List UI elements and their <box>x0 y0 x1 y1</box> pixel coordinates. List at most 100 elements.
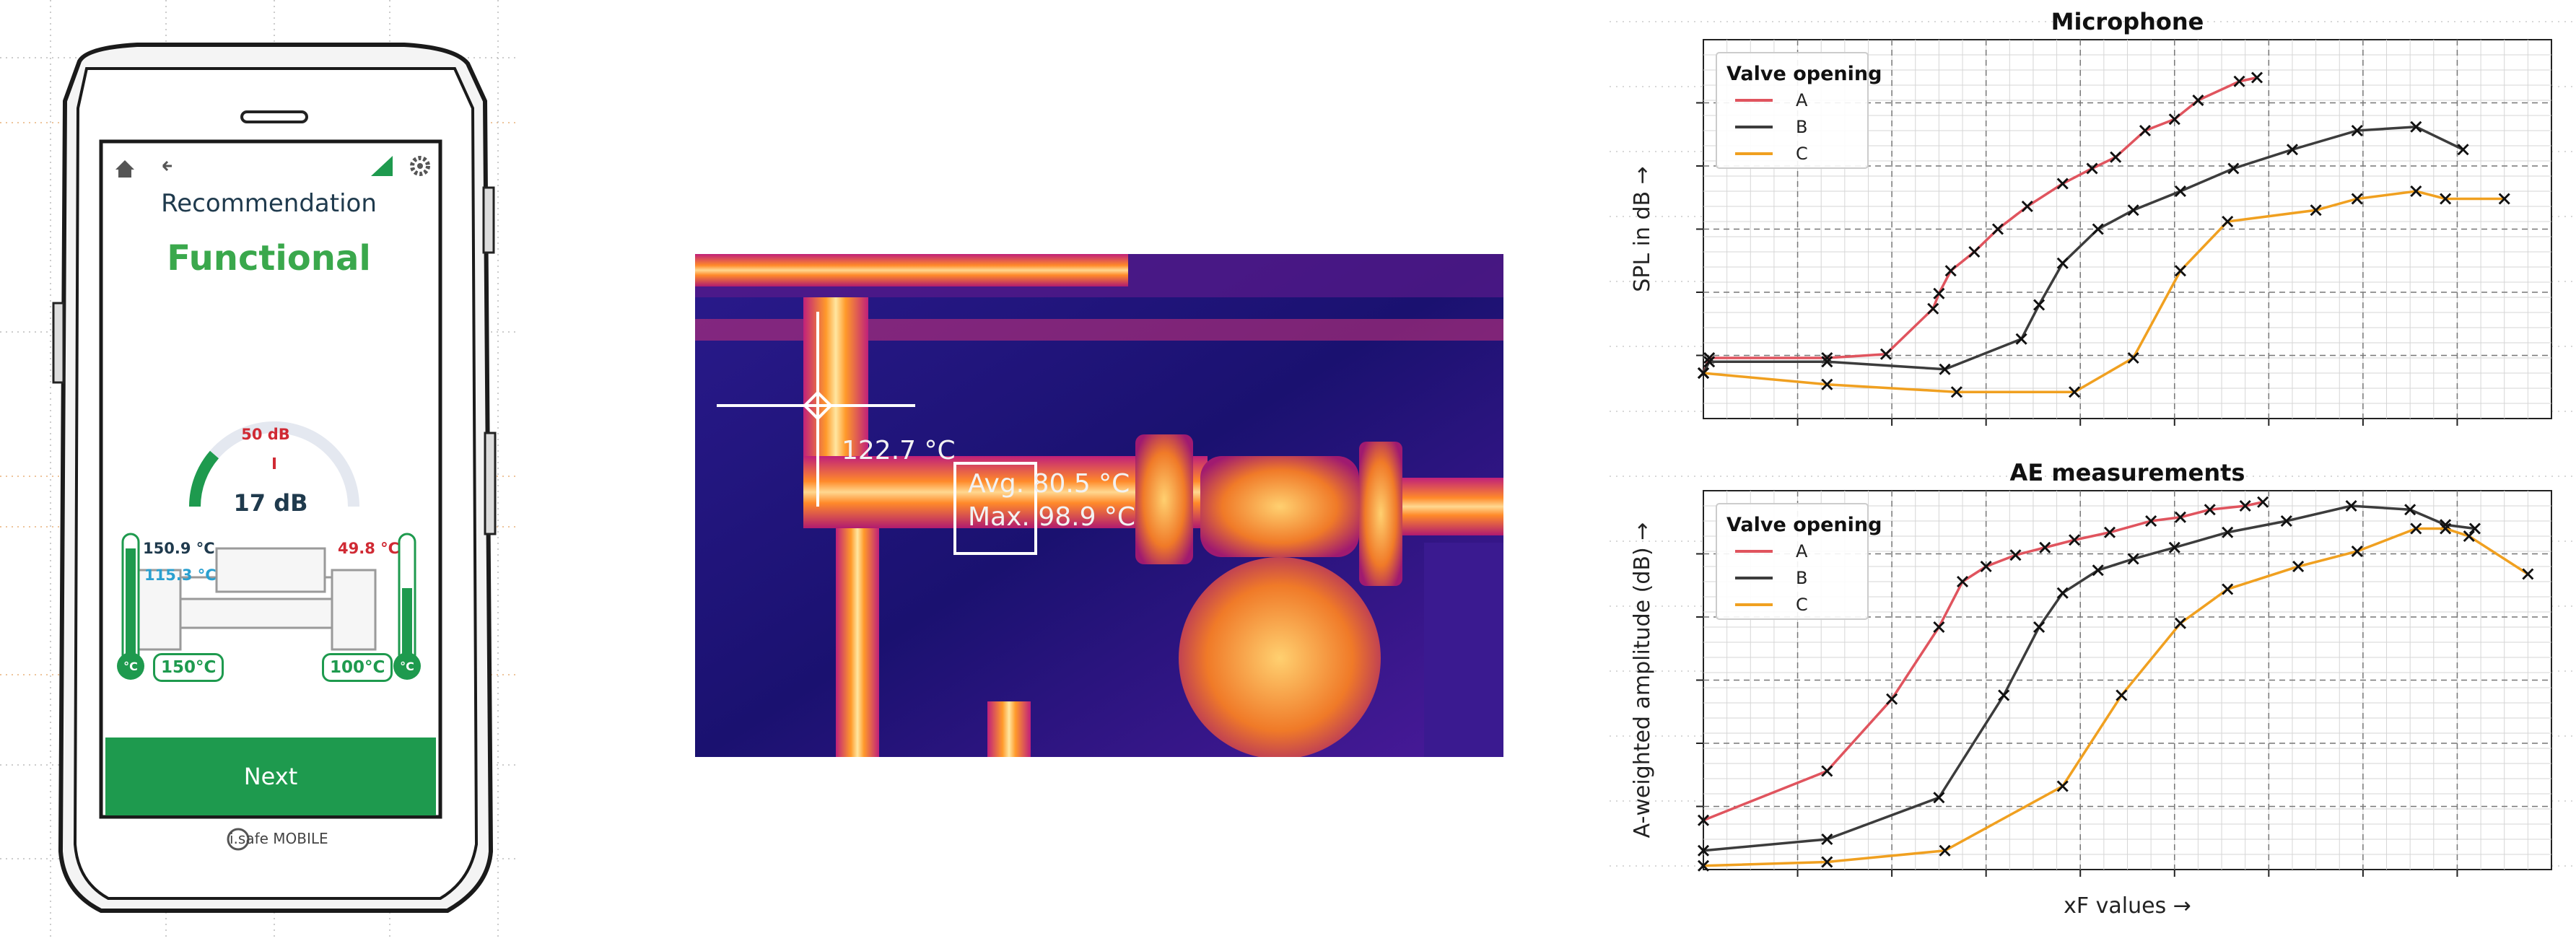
data-point-b <box>2092 223 2104 235</box>
data-point-c <box>2351 545 2363 558</box>
avg-temperature: Avg. 80.5 °C <box>968 469 1130 499</box>
data-point-a <box>2145 515 2157 528</box>
data-point-c <box>2440 193 2452 205</box>
data-point-c <box>2463 530 2475 543</box>
data-point-a <box>2086 162 2098 175</box>
data-point-b <box>2410 121 2422 133</box>
data-point-a <box>2257 496 2269 508</box>
chart-title: AE measurements <box>2010 459 2245 486</box>
data-point-b <box>2345 499 2357 512</box>
data-point-b <box>1697 844 1710 857</box>
data-point-b <box>2056 257 2069 269</box>
data-point-a <box>2139 124 2152 137</box>
data-point-a <box>2233 75 2245 87</box>
temp-setpoint-right: 100°C <box>322 653 393 682</box>
data-point-b <box>2280 515 2292 528</box>
legend-entry: A <box>1796 90 1808 110</box>
gauge-max-label: 50 dB <box>241 426 290 443</box>
data-point-a <box>2039 541 2051 553</box>
data-point-b <box>2174 185 2186 198</box>
data-point-c <box>1697 859 1710 872</box>
data-point-a <box>1927 302 1939 315</box>
x-axis-label: xF values → <box>2064 893 2191 919</box>
data-point-b <box>2468 522 2481 535</box>
y-axis-label: SPL in dB → <box>1630 166 1655 292</box>
data-point-a <box>1879 348 1892 360</box>
data-point-a <box>2021 200 2033 213</box>
measurement-box <box>953 462 1037 555</box>
brand-logo: i.safe MOBILE <box>230 830 328 847</box>
data-point-c <box>2498 193 2510 205</box>
signal-icon <box>371 156 393 176</box>
data-point-a <box>2009 549 2022 561</box>
data-point-a <box>2250 71 2263 84</box>
data-point-c <box>2069 386 2081 398</box>
next-button[interactable]: Next <box>105 738 436 815</box>
data-point-a <box>2056 178 2069 190</box>
data-point-b <box>2015 333 2027 345</box>
temp-right-top: 49.8 °C <box>338 540 400 557</box>
data-point-a <box>1933 621 1945 634</box>
valve-illustration <box>136 547 377 651</box>
data-point-c <box>1697 367 1710 380</box>
legend-title: Valve opening <box>1726 514 1882 536</box>
data-point-c <box>2310 204 2322 216</box>
data-point-c <box>2292 560 2305 573</box>
data-point-c <box>2522 568 2534 580</box>
data-point-b <box>2127 204 2139 216</box>
data-point-a <box>2103 526 2116 538</box>
data-point-c <box>1821 856 1833 868</box>
data-point-a <box>1991 223 2004 235</box>
data-point-c <box>2056 780 2069 792</box>
data-point-a <box>2192 94 2204 107</box>
data-point-c <box>1821 378 1833 390</box>
data-point-a <box>2174 511 2186 523</box>
data-point-a <box>1933 287 1945 299</box>
data-point-b <box>2351 124 2363 137</box>
data-point-a <box>1956 575 1969 588</box>
home-icon[interactable] <box>115 160 134 178</box>
data-point-b <box>1998 689 2010 701</box>
data-point-c <box>2351 193 2363 205</box>
temp-setpoint-left: 150°C <box>153 653 224 682</box>
data-point-a <box>2204 504 2216 516</box>
unit-badge-left: °C <box>117 652 144 680</box>
data-point-b <box>2168 541 2180 553</box>
data-point-b <box>2033 299 2045 311</box>
max-temperature: Max. 98.9 °C <box>968 502 1136 532</box>
data-point-b <box>2033 621 2045 634</box>
gauge-value: 17 dB <box>233 489 308 517</box>
data-point-b <box>2222 526 2234 538</box>
legend-entry: C <box>1796 595 1808 615</box>
data-point-a <box>1697 814 1710 826</box>
data-point-b <box>1933 792 1945 804</box>
data-point-c <box>1939 844 1951 857</box>
data-point-b <box>2127 553 2139 565</box>
data-point-a <box>1980 560 1992 573</box>
data-point-b <box>2092 564 2104 577</box>
thermal-scene <box>695 254 1503 757</box>
status-label: Functional <box>167 238 371 279</box>
back-arrow-icon[interactable] <box>162 160 172 172</box>
data-point-a <box>1886 693 1898 705</box>
spot-temperature: 122.7 °C <box>842 436 956 465</box>
data-point-b <box>2286 144 2299 156</box>
phone-frame <box>0 0 520 937</box>
temp-left-top: 150.9 °C <box>143 540 215 557</box>
data-point-a <box>2239 499 2251 512</box>
data-point-c <box>2222 215 2234 228</box>
sound-gauge <box>189 421 359 507</box>
temp-left-mid: 115.3 °C <box>144 566 217 584</box>
data-point-b <box>2457 144 2469 156</box>
data-point-b <box>1703 356 1716 368</box>
chart-title: Microphone <box>2051 8 2204 35</box>
unit-badge-right: °C <box>393 652 421 680</box>
data-point-c <box>2410 522 2422 535</box>
data-point-a <box>2069 534 2081 546</box>
data-point-a <box>1821 765 1833 777</box>
data-point-c <box>2440 522 2452 535</box>
data-point-c <box>2410 185 2422 198</box>
gear-icon[interactable] <box>410 156 430 176</box>
data-point-b <box>2056 587 2069 599</box>
